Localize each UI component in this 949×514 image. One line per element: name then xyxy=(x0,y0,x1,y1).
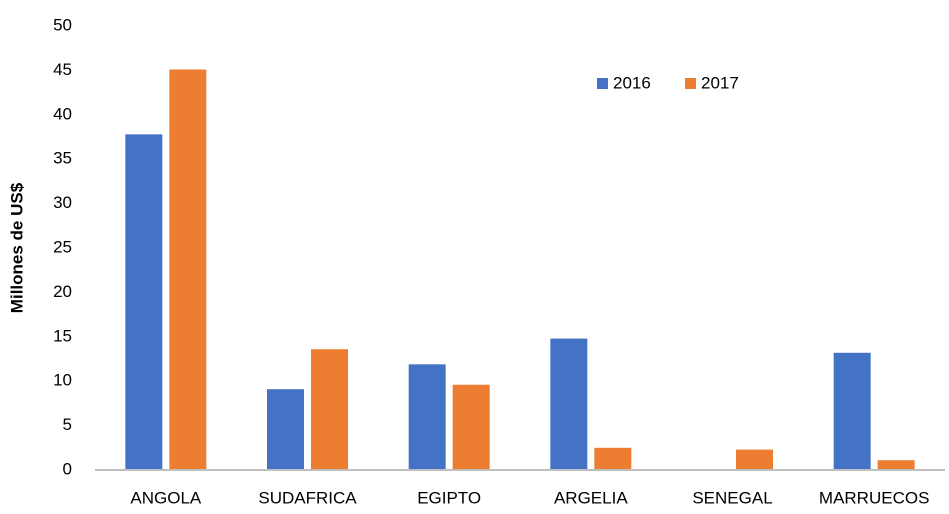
bar xyxy=(408,364,446,470)
y-tick-label: 0 xyxy=(63,459,72,478)
bar xyxy=(452,384,490,470)
bar xyxy=(267,389,304,470)
bar xyxy=(311,349,348,470)
bar xyxy=(169,69,207,471)
x-tick-label: ANGOLA xyxy=(130,488,202,507)
bar xyxy=(125,134,163,470)
bar xyxy=(833,352,871,470)
y-tick-label: 10 xyxy=(53,371,72,390)
x-tick-label: ARGELIA xyxy=(554,488,628,507)
x-tick-label: SUDAFRICA xyxy=(258,488,357,507)
legend-label: 2016 xyxy=(613,73,651,92)
legend-label: 2017 xyxy=(701,73,739,92)
y-tick-label: 40 xyxy=(53,104,72,123)
bar xyxy=(550,338,588,470)
y-tick-label: 45 xyxy=(53,60,72,79)
legend-swatch xyxy=(685,78,696,89)
y-tick-label: 50 xyxy=(53,15,72,34)
legend-swatch xyxy=(597,78,608,89)
bar xyxy=(594,447,632,470)
y-tick-label: 15 xyxy=(53,326,72,345)
x-tick-label: EGIPTO xyxy=(417,488,481,507)
x-tick-label: MARRUECOS xyxy=(819,488,930,507)
y-tick-label: 20 xyxy=(53,282,72,301)
y-tick-label: 5 xyxy=(63,415,72,434)
y-tick-label: 30 xyxy=(53,193,72,212)
bar xyxy=(877,460,915,470)
y-tick-label: 25 xyxy=(53,237,72,256)
x-tick-label: SENEGAL xyxy=(692,488,772,507)
y-axis-title: Millones de US$ xyxy=(7,182,26,313)
bar xyxy=(736,449,773,470)
y-tick-label: 35 xyxy=(53,149,72,168)
